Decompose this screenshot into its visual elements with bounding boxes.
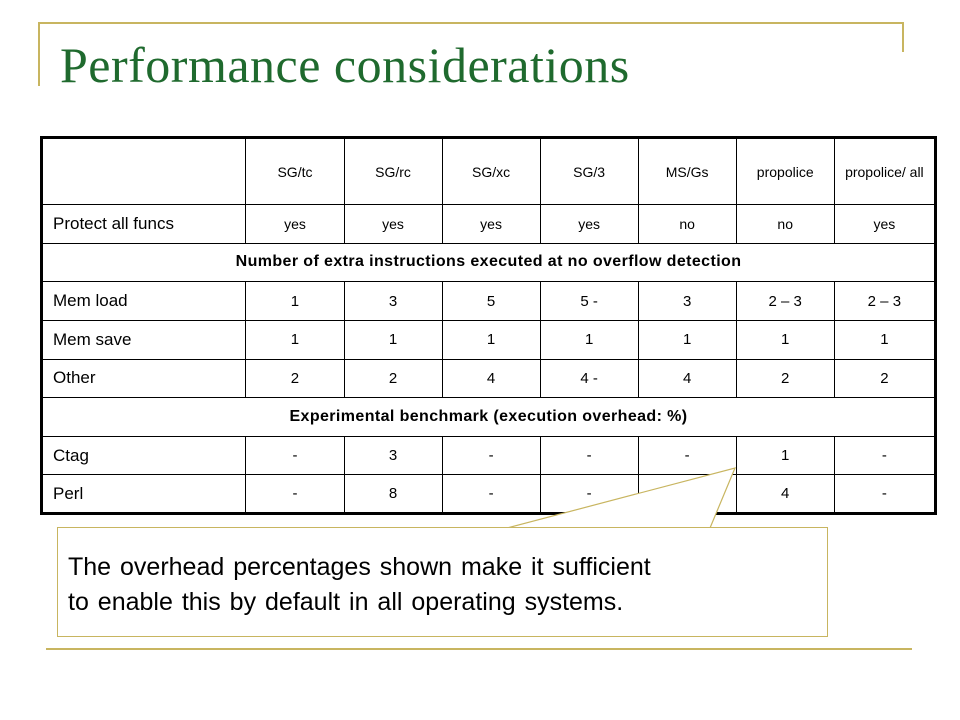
column-header: SG/tc xyxy=(245,136,345,206)
table-cell: 2 – 3 xyxy=(735,281,835,321)
table-cell: 5 - xyxy=(539,281,639,321)
row-label: Other xyxy=(40,358,247,399)
callout-text-line: to enable this by default in all operati… xyxy=(68,588,624,616)
table-row: Mem load 1 3 5 5 - 3 2 – 3 2 – 3 xyxy=(40,281,937,321)
column-header: SG/xc xyxy=(441,136,541,206)
row-label: Ctag xyxy=(40,435,247,476)
table-cell: 2 – 3 xyxy=(833,281,937,321)
column-header: MS/Gs xyxy=(637,136,737,206)
section-heading: Number of extra instructions executed at… xyxy=(41,242,936,283)
row-label: Protect all funcs xyxy=(40,204,247,244)
table-cell: 1 xyxy=(539,319,639,360)
table-cell: 5 xyxy=(441,281,541,321)
section-heading: Experimental benchmark (execution overhe… xyxy=(41,397,936,437)
table-cell: yes xyxy=(441,204,541,244)
table-cell: 2 xyxy=(833,358,937,399)
table-cell: - xyxy=(539,474,639,514)
table-cell: yes xyxy=(833,204,937,244)
table-cell xyxy=(637,474,737,514)
column-header: propolice xyxy=(735,136,835,206)
table-cell: - xyxy=(637,435,737,476)
slide-title: Performance considerations xyxy=(60,37,630,93)
corner-cell xyxy=(40,136,247,206)
table-cell: 1 xyxy=(343,319,443,360)
table-cell: 1 xyxy=(245,319,345,360)
table-cell: 4 - xyxy=(539,358,639,399)
slide-frame-bottom xyxy=(46,648,912,650)
slide-frame-right xyxy=(902,22,904,52)
table-cell: 1 xyxy=(735,435,835,476)
table-cell: - xyxy=(539,435,639,476)
table-cell: yes xyxy=(539,204,639,244)
table-cell: 1 xyxy=(245,281,345,321)
table-cell: 8 xyxy=(343,474,443,514)
table-cell: - xyxy=(245,435,345,476)
table-row: Ctag - 3 - - - 1 - xyxy=(40,435,937,476)
callout-box: The overhead percentages shown make it s… xyxy=(57,527,828,637)
table-cell: 2 xyxy=(245,358,345,399)
column-header: SG/rc xyxy=(343,136,443,206)
table-cell: 2 xyxy=(735,358,835,399)
table-cell: 3 xyxy=(637,281,737,321)
table-cell: yes xyxy=(343,204,443,244)
table-cell: 4 xyxy=(637,358,737,399)
table-cell: - xyxy=(833,435,937,476)
table-cell: 1 xyxy=(833,319,937,360)
table-header-row: SG/tc SG/rc SG/xc SG/3 MS/Gs propolice p… xyxy=(40,136,937,206)
table-cell: - xyxy=(245,474,345,514)
section-row: Experimental benchmark (execution overhe… xyxy=(41,397,936,437)
row-label: Perl xyxy=(40,474,247,514)
table-cell: 3 xyxy=(343,281,443,321)
table-cell: 2 xyxy=(343,358,443,399)
table-cell: - xyxy=(441,435,541,476)
table-row: Mem save 1 1 1 1 1 1 1 xyxy=(40,319,937,360)
table-cell: 1 xyxy=(735,319,835,360)
table-row: Perl - 8 - - 4 - xyxy=(40,474,937,514)
table-cell: no xyxy=(637,204,737,244)
row-label: Mem save xyxy=(40,319,247,360)
table-row: Protect all funcs yes yes yes yes no no … xyxy=(40,204,937,244)
slide-frame-left xyxy=(38,22,40,86)
table-cell: yes xyxy=(245,204,345,244)
column-header: propolice/ all xyxy=(833,136,937,206)
row-label: Mem load xyxy=(40,281,247,321)
slide-frame-top xyxy=(38,22,904,24)
comparison-table: SG/tc SG/rc SG/xc SG/3 MS/Gs propolice p… xyxy=(40,136,937,515)
table-row: Other 2 2 4 4 - 4 2 2 xyxy=(40,358,937,399)
table-cell: 4 xyxy=(441,358,541,399)
table-cell: 1 xyxy=(637,319,737,360)
table-cell: 4 xyxy=(735,474,835,514)
table-cell: 3 xyxy=(343,435,443,476)
callout-text-line: The overhead percentages shown make it s… xyxy=(68,553,651,581)
table-cell: - xyxy=(441,474,541,514)
table-cell: - xyxy=(833,474,937,514)
section-row: Number of extra instructions executed at… xyxy=(41,242,936,283)
table-cell: no xyxy=(735,204,835,244)
table-cell: 1 xyxy=(441,319,541,360)
column-header: SG/3 xyxy=(539,136,639,206)
